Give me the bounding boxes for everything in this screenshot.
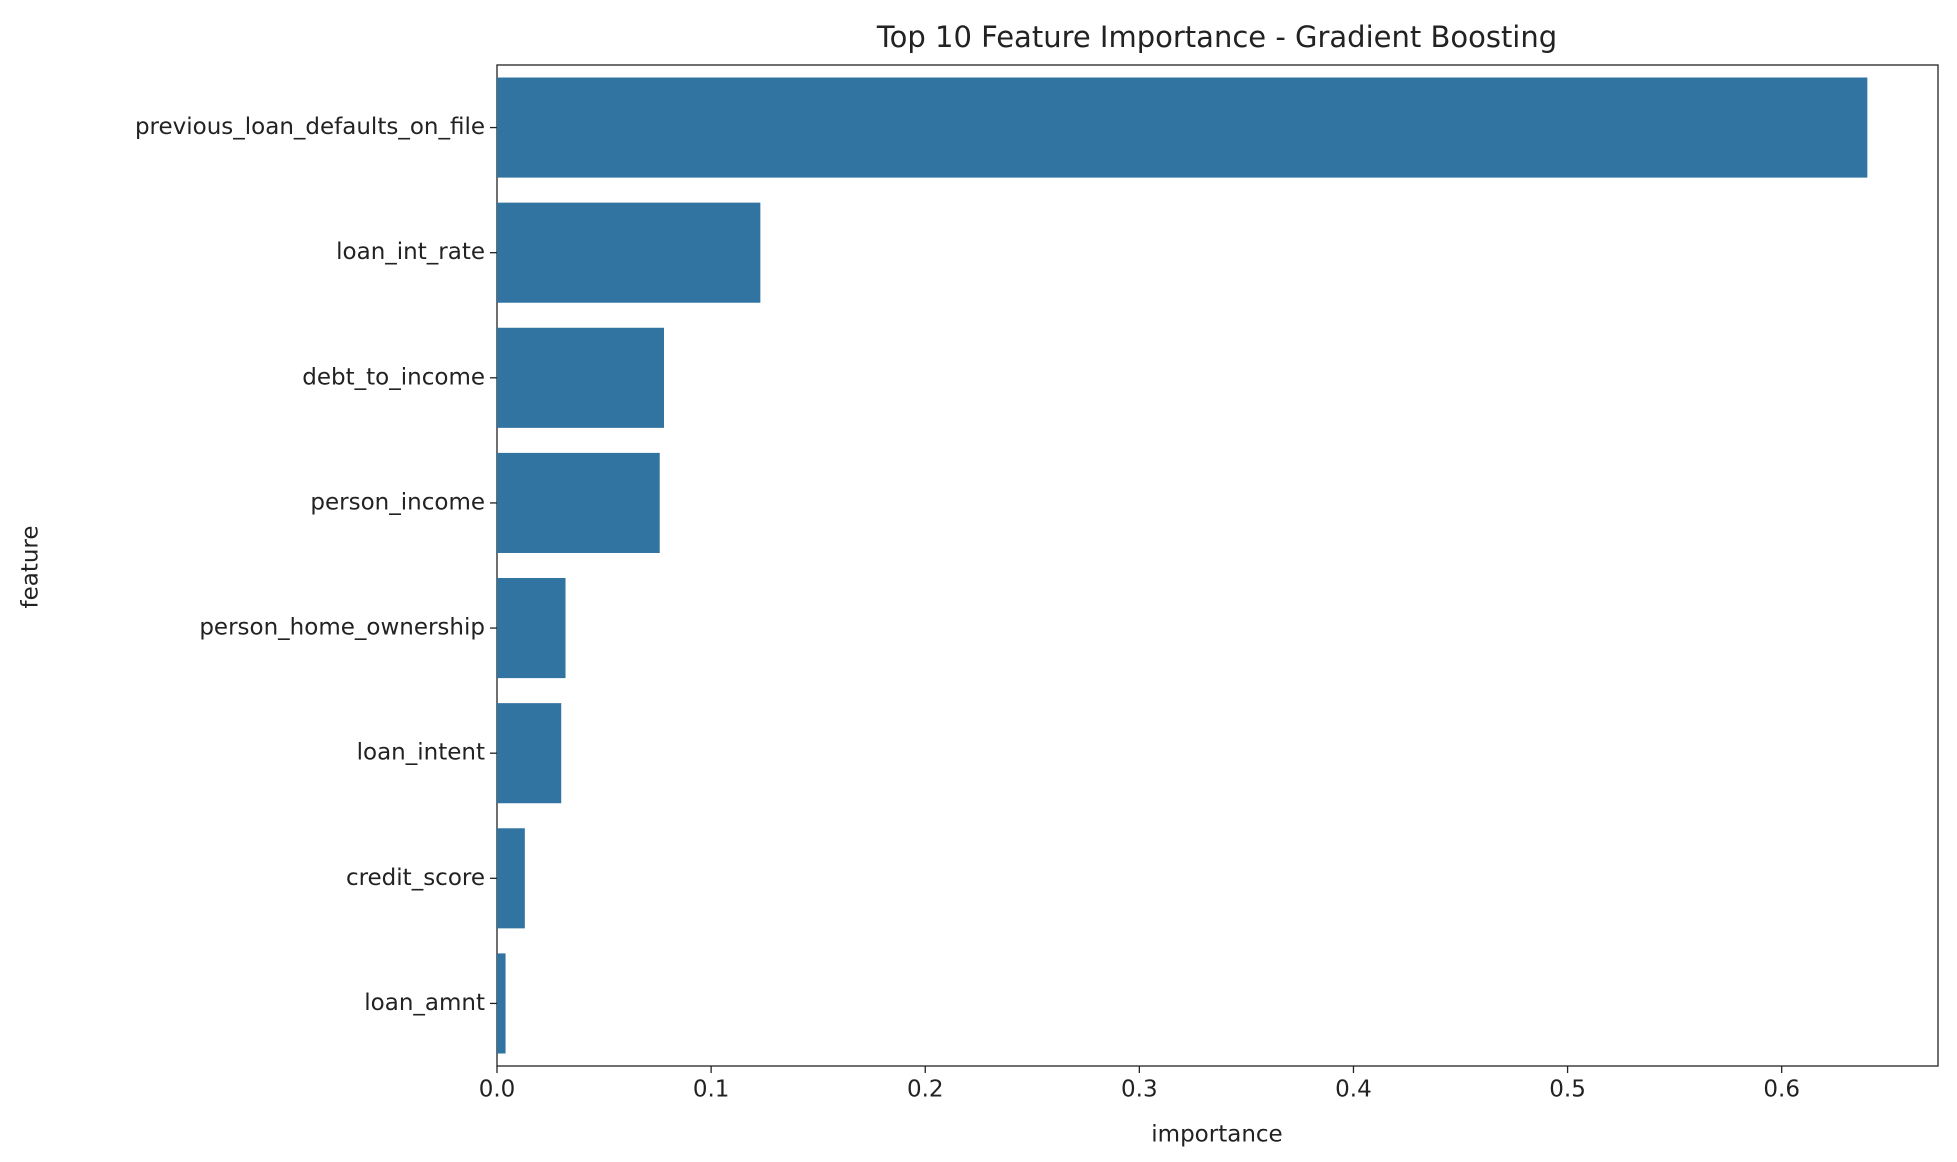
x-tick-label: 0.4 (1335, 1077, 1372, 1103)
y-axis-label: feature (18, 525, 44, 608)
y-tick-label: loan_int_rate (336, 239, 485, 265)
bar (497, 828, 525, 929)
y-tick-label: person_income (310, 489, 485, 515)
x-tick-label: 0.5 (1549, 1077, 1586, 1103)
y-tick-label: person_home_ownership (199, 615, 485, 641)
x-tick-label: 0.0 (479, 1077, 516, 1103)
y-tick-label: debt_to_income (302, 364, 485, 390)
bar (497, 703, 562, 804)
y-tick-label: previous_loan_defaults_on_file (135, 114, 485, 140)
x-tick-label: 0.3 (1121, 1077, 1158, 1103)
bar (497, 578, 566, 679)
y-tick-label: loan_intent (357, 740, 485, 766)
x-axis-label: importance (1151, 1122, 1282, 1148)
x-tick-label: 0.1 (693, 1077, 730, 1103)
plot-frame (496, 64, 1939, 1067)
bar (497, 953, 506, 1054)
bar (497, 327, 665, 428)
bar (497, 77, 1868, 178)
y-tick-label: loan_amnt (364, 990, 485, 1016)
y-tick-label: credit_score (346, 865, 485, 891)
chart-title: Top 10 Feature Importance - Gradient Boo… (876, 20, 1557, 54)
x-tick-label: 0.2 (907, 1077, 944, 1103)
x-tick-label: 0.6 (1763, 1077, 1800, 1103)
bar (497, 202, 761, 303)
bar (497, 452, 660, 553)
